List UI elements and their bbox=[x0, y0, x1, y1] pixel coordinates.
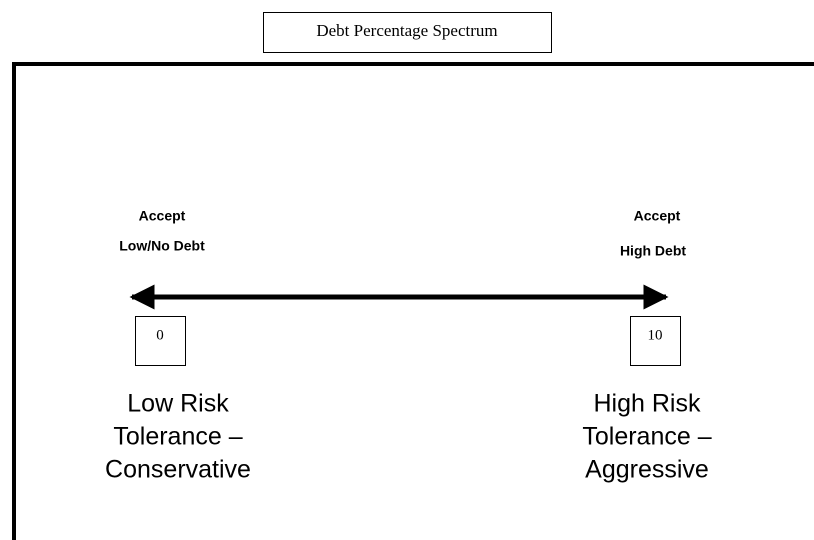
right-description: Tolerance – bbox=[582, 423, 711, 451]
right-value: 10 bbox=[648, 327, 663, 343]
right-description: High Risk bbox=[594, 390, 701, 418]
left-value: 0 bbox=[156, 327, 164, 343]
left-label: Low/No Debt bbox=[119, 238, 205, 254]
right-label: High Debt bbox=[620, 243, 686, 259]
left-description: Low Risk bbox=[127, 390, 229, 418]
left-description: Tolerance – bbox=[113, 423, 242, 451]
right-label: Accept bbox=[634, 208, 681, 224]
left-label: Accept bbox=[139, 208, 186, 224]
left-description: Conservative bbox=[105, 456, 251, 484]
title-box bbox=[263, 12, 552, 53]
right-description: Aggressive bbox=[585, 456, 709, 484]
left-value-box bbox=[135, 316, 186, 366]
right-value-box bbox=[630, 316, 681, 366]
title: Debt Percentage Spectrum bbox=[316, 21, 497, 40]
frame bbox=[12, 62, 814, 540]
